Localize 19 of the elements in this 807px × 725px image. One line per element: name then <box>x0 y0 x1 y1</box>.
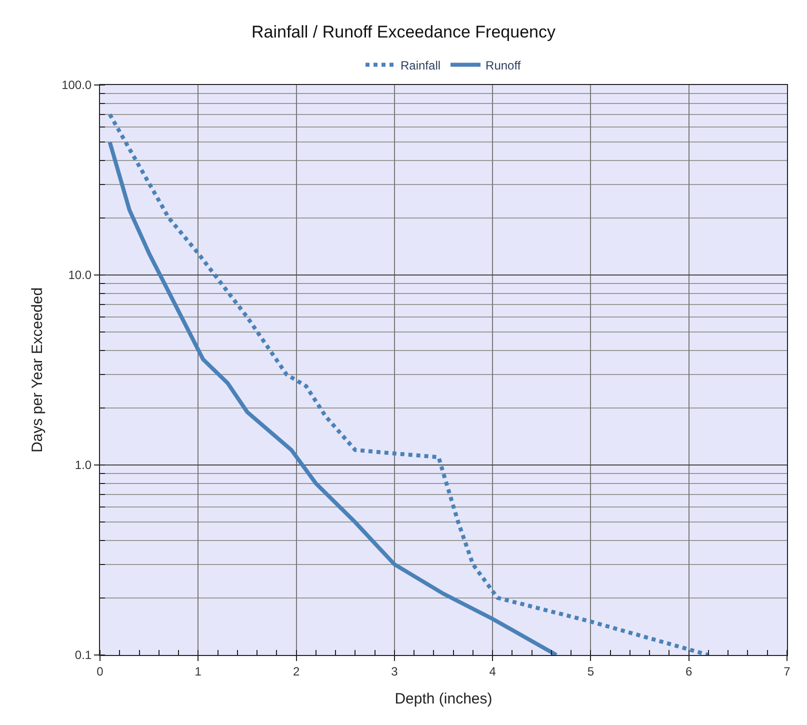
x-tick-label: 0 <box>96 664 104 678</box>
legend-label: Rainfall <box>400 58 441 72</box>
x-tick-label: 4 <box>489 664 496 678</box>
x-tick-label: 3 <box>391 664 398 678</box>
line-series <box>108 112 710 655</box>
line-series <box>108 140 558 655</box>
y-tick-label: 10.0 <box>68 268 92 282</box>
y-tick-label: 1.0 <box>74 458 92 472</box>
chart-title: Rainfall / Runoff Exceedance Frequency <box>252 22 556 42</box>
y-tick-label: 0.1 <box>74 648 92 662</box>
legend-label: Runoff <box>486 58 522 72</box>
x-axis-title: Depth (inches) <box>394 690 492 708</box>
y-tick-label: 100.0 <box>62 78 92 92</box>
x-tick-label: 1 <box>194 664 202 678</box>
x-tick-label: 6 <box>686 664 693 678</box>
x-tick-label: 2 <box>292 664 300 678</box>
x-tick-label: 5 <box>587 664 594 678</box>
y-axis-title: Days per Year Exceeded <box>28 287 46 453</box>
x-tick-label: 7 <box>784 664 791 678</box>
